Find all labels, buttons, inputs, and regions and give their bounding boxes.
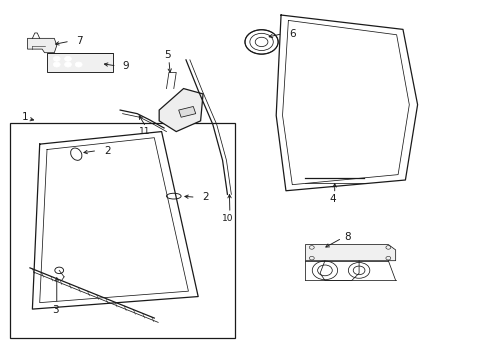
Text: 1: 1 — [22, 112, 28, 122]
Polygon shape — [27, 39, 57, 53]
Polygon shape — [305, 244, 395, 261]
Text: 7: 7 — [76, 36, 83, 46]
Text: 5: 5 — [164, 50, 170, 60]
Circle shape — [64, 62, 71, 67]
Text: 2: 2 — [104, 145, 110, 156]
Text: 2: 2 — [202, 192, 208, 202]
Text: 3: 3 — [52, 305, 59, 315]
Bar — [47, 53, 113, 72]
Text: 6: 6 — [289, 29, 295, 39]
Circle shape — [64, 56, 71, 61]
Circle shape — [53, 56, 60, 61]
Text: 9: 9 — [122, 61, 129, 71]
Circle shape — [75, 62, 82, 67]
Text: 8: 8 — [343, 232, 350, 242]
Text: 11: 11 — [139, 127, 150, 136]
Polygon shape — [178, 107, 195, 117]
Bar — [10, 123, 234, 338]
Ellipse shape — [166, 193, 181, 199]
Circle shape — [53, 62, 60, 67]
Text: 4: 4 — [329, 194, 336, 204]
Polygon shape — [159, 89, 203, 132]
Ellipse shape — [70, 148, 81, 160]
Text: 10: 10 — [222, 214, 233, 223]
